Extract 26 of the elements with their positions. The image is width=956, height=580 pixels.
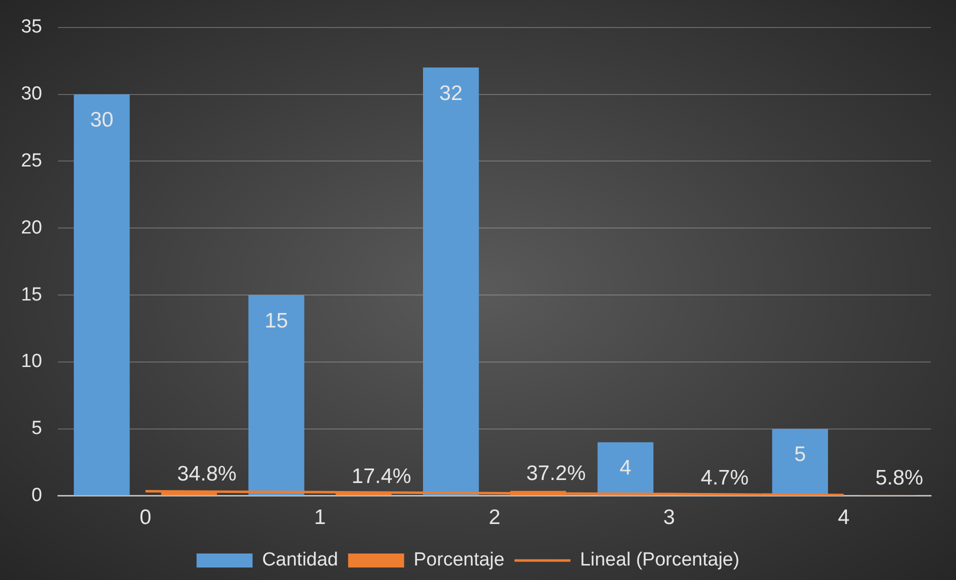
- data-label: 17.4%: [352, 464, 412, 488]
- legend-label: Cantidad: [262, 550, 338, 571]
- y-tick-label: 15: [20, 284, 42, 306]
- y-tick-label: 10: [20, 351, 42, 372]
- x-tick-label: 4: [838, 506, 850, 530]
- data-label: 4.7%: [700, 466, 749, 490]
- x-tick-label: 0: [140, 506, 152, 530]
- legend-label: Lineal (Porcentaje): [580, 550, 740, 571]
- y-tick-label: 0: [32, 485, 42, 506]
- x-tick-label: 1: [314, 506, 326, 530]
- data-label: 4: [620, 456, 632, 480]
- y-tick-label: 25: [20, 150, 42, 172]
- y-tick-label: 35: [20, 16, 42, 38]
- y-tick-label: 30: [20, 84, 42, 105]
- data-label: 34.8%: [177, 462, 237, 486]
- data-label: 5.8%: [875, 466, 924, 490]
- x-tick-label: 2: [488, 506, 500, 530]
- data-label: 30: [90, 108, 114, 132]
- y-tick-label: 20: [20, 217, 42, 238]
- data-label: 15: [264, 309, 288, 332]
- data-label: 5: [794, 443, 806, 466]
- data-label: 32: [439, 82, 463, 105]
- x-tick-label: 3: [663, 506, 675, 530]
- data-label: 37.2%: [526, 462, 586, 486]
- y-tick-label: 5: [32, 418, 42, 440]
- legend-label: Porcentaje: [414, 550, 504, 571]
